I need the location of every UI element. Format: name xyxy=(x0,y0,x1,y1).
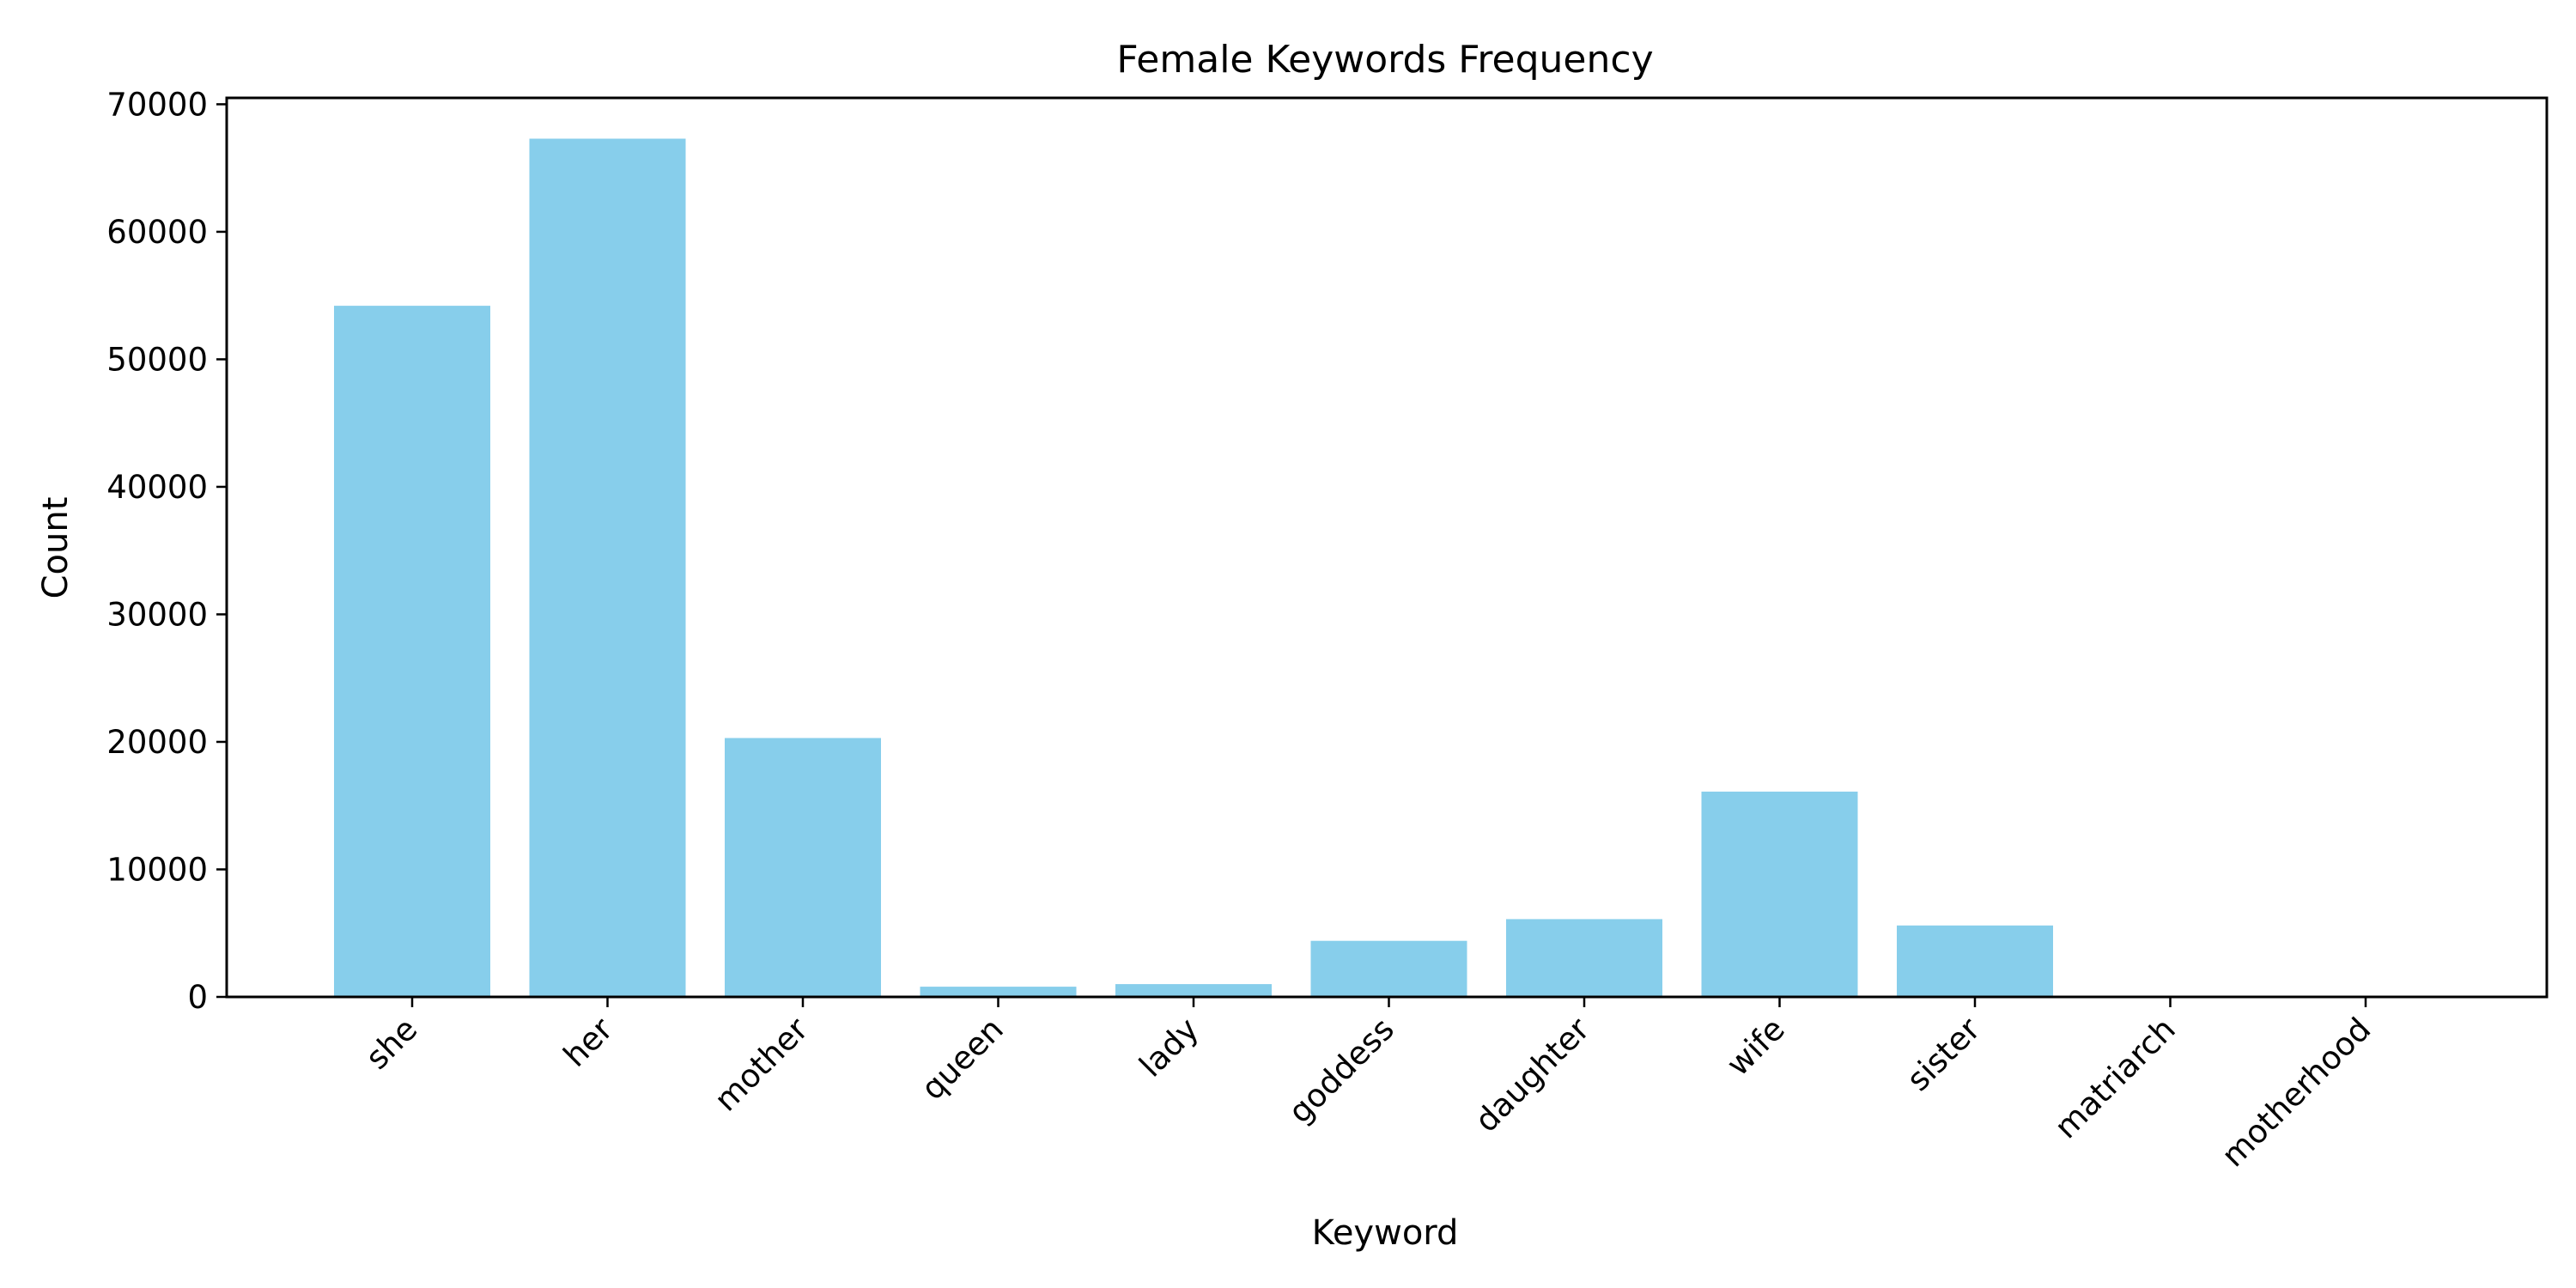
y-tick-label: 10000 xyxy=(106,851,208,888)
chart-title: Female Keywords Frequency xyxy=(1116,38,1653,82)
bar-wife xyxy=(1701,791,1858,997)
y-tick-label: 50000 xyxy=(106,341,208,378)
y-axis: 0 10000 20000 30000 40000 50000 60000 70000 xyxy=(106,86,227,1016)
bars-group xyxy=(334,138,2444,998)
bar-lady xyxy=(1115,984,1272,997)
y-tick-label: 40000 xyxy=(106,469,208,506)
y-tick-label: 20000 xyxy=(106,724,208,761)
y-tick-label: 0 xyxy=(187,979,208,1016)
bar-she xyxy=(334,306,490,998)
y-tick-label: 60000 xyxy=(106,214,208,251)
x-axis-label: Keyword xyxy=(1312,1213,1459,1253)
bar-her xyxy=(529,138,686,997)
bar-daughter xyxy=(1506,919,1662,997)
bar-sister xyxy=(1897,925,2053,997)
plot-area-frame xyxy=(225,96,2549,999)
bar-goddess xyxy=(1310,940,1467,997)
y-tick-label: 30000 xyxy=(106,596,208,633)
bar-queen xyxy=(920,987,1077,997)
bar-mother xyxy=(725,738,881,997)
y-axis-label: Count xyxy=(36,497,76,599)
y-tick-label: 70000 xyxy=(106,86,208,123)
